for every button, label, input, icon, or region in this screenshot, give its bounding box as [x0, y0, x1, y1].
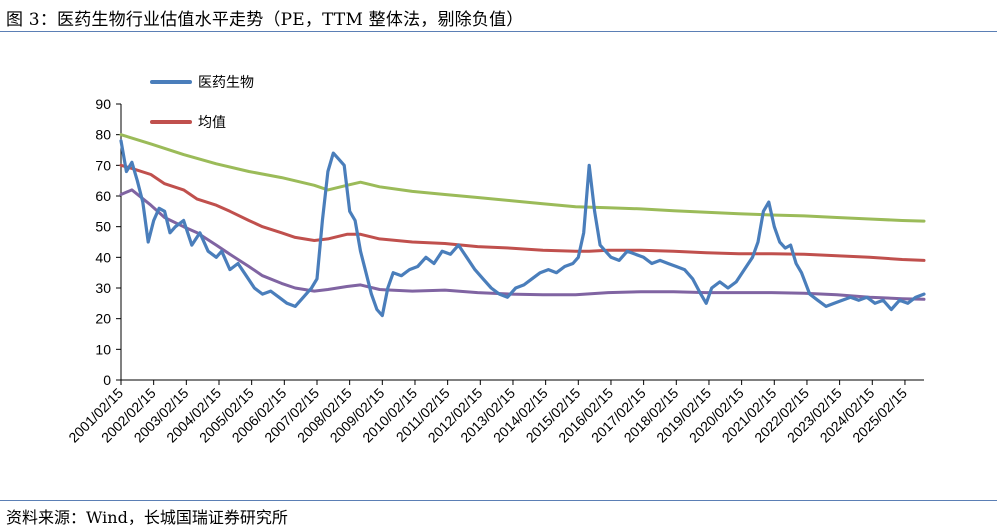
y-tick-label: 0	[103, 372, 111, 388]
y-tick-label: 60	[95, 188, 111, 204]
y-tick-label: 80	[95, 127, 111, 143]
y-tick-label: 90	[95, 96, 111, 112]
series-line-lower-band	[119, 188, 926, 301]
x-axis: 2001/02/152002/02/152003/02/152004/02/15…	[65, 379, 924, 446]
series-layer	[119, 133, 926, 318]
pe-line-chart: 0 10 20 30 40 50 60 70 80 90 2001/02/152002/02/15…	[65, 74, 926, 446]
bottom-rule	[0, 500, 997, 501]
y-tick-label: 30	[95, 280, 111, 296]
legend-label: 医药生物	[198, 74, 254, 90]
y-axis: 0 10 20 30 40 50 60 70 80 90	[95, 96, 122, 388]
chart-title: 图 3：医药生物行业估值水平走势（PE，TTM 整体法，剔除负值）	[6, 10, 524, 30]
y-tick-label: 20	[95, 311, 111, 327]
y-tick-label: 10	[95, 341, 111, 357]
legend-label: 均值	[198, 114, 226, 130]
series-line-upper-band	[119, 133, 926, 223]
y-tick-label: 40	[95, 249, 111, 265]
source-note: 资料来源：Wind，长城国瑞证券研究所	[6, 508, 288, 527]
series-line-pe	[119, 139, 926, 318]
y-tick-label: 50	[95, 219, 111, 235]
series-line-mean	[119, 163, 926, 262]
top-rule	[0, 31, 997, 32]
y-tick-label: 70	[95, 157, 111, 173]
